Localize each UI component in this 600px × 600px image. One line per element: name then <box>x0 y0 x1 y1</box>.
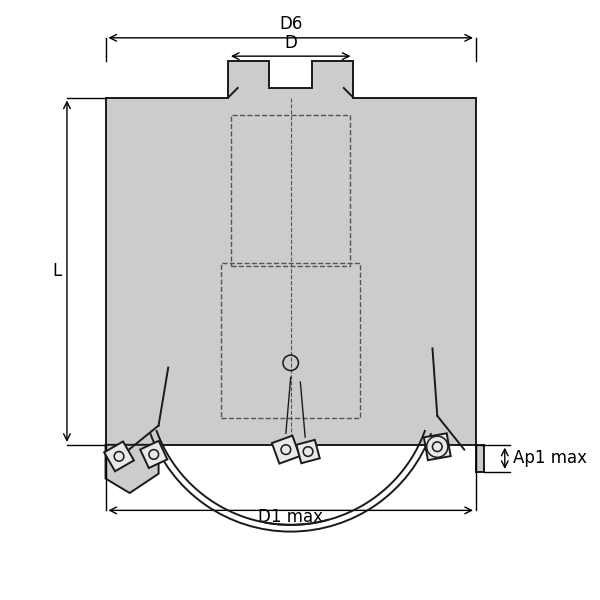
Polygon shape <box>476 445 484 472</box>
Text: L: L <box>52 262 61 280</box>
Text: D: D <box>284 34 297 52</box>
Polygon shape <box>106 61 476 445</box>
Text: D6: D6 <box>279 15 302 33</box>
Polygon shape <box>272 436 300 464</box>
Polygon shape <box>140 441 167 468</box>
Polygon shape <box>296 440 320 463</box>
Bar <box>231 115 350 266</box>
Text: D1 max: D1 max <box>258 508 323 526</box>
Polygon shape <box>106 445 158 493</box>
Bar <box>221 263 360 418</box>
Polygon shape <box>424 433 451 460</box>
Polygon shape <box>104 442 134 471</box>
Text: Ap1 max: Ap1 max <box>512 449 587 467</box>
